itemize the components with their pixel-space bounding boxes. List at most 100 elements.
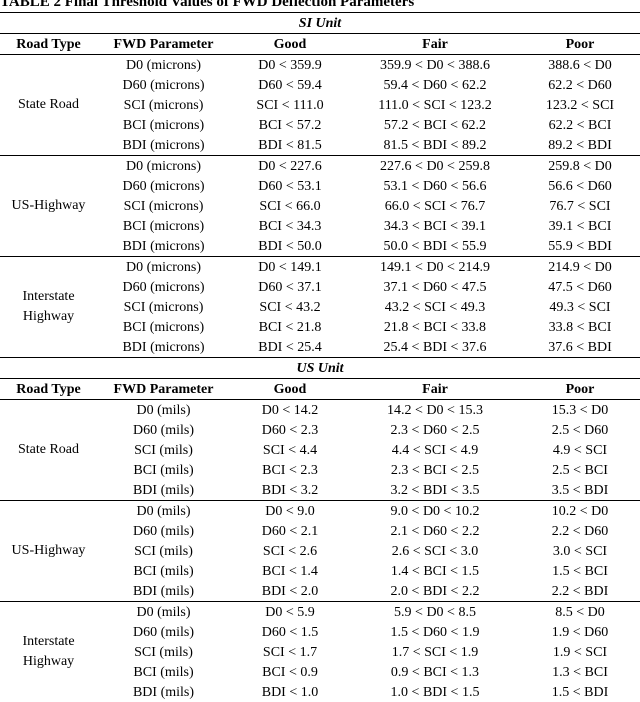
threshold-cell: 3.5 < BDI: [520, 480, 640, 501]
threshold-cell: D0 < 14.2: [230, 400, 350, 421]
threshold-cell: D0 < 5.9: [230, 602, 350, 623]
fwd-parameter: SCI (mils): [97, 541, 230, 561]
threshold-cell: 10.2 < D0: [520, 501, 640, 522]
road-type: State Road: [0, 55, 97, 156]
threshold-cell: D60 < 2.1: [230, 521, 350, 541]
threshold-cell: 15.3 < D0: [520, 400, 640, 421]
fwd-parameter: D0 (mils): [97, 602, 230, 623]
column-header: Fair: [350, 34, 520, 55]
threshold-cell: 43.2 < SCI < 49.3: [350, 297, 520, 317]
threshold-cell: 59.4 < D60 < 62.2: [350, 75, 520, 95]
road-type: Interstate Highway: [0, 257, 97, 358]
threshold-cell: D60 < 1.5: [230, 622, 350, 642]
threshold-cell: 3.0 < SCI: [520, 541, 640, 561]
column-header: Poor: [520, 34, 640, 55]
threshold-cell: 14.2 < D0 < 15.3: [350, 400, 520, 421]
threshold-cell: 49.3 < SCI: [520, 297, 640, 317]
threshold-cell: BCI < 0.9: [230, 662, 350, 682]
fwd-parameter: SCI (microns): [97, 297, 230, 317]
road-type: Interstate Highway: [0, 602, 97, 702]
table-title: TABLE 2 Final Threshold Values of FWD De…: [0, 0, 414, 11]
threshold-cell: 0.9 < BCI < 1.3: [350, 662, 520, 682]
threshold-cell: 5.9 < D0 < 8.5: [350, 602, 520, 623]
threshold-cell: 3.2 < BDI < 3.5: [350, 480, 520, 501]
threshold-cell: 1.7 < SCI < 1.9: [350, 642, 520, 662]
road-type: US-Highway: [0, 156, 97, 257]
threshold-cell: BDI < 2.0: [230, 581, 350, 602]
fwd-parameter: BDI (mils): [97, 480, 230, 501]
threshold-cell: 259.8 < D0: [520, 156, 640, 177]
road-type: US-Highway: [0, 501, 97, 602]
threshold-cell: 1.9 < SCI: [520, 642, 640, 662]
threshold-cell: 2.0 < BDI < 2.2: [350, 581, 520, 602]
fwd-parameter: BCI (microns): [97, 216, 230, 236]
threshold-cell: 57.2 < BCI < 62.2: [350, 115, 520, 135]
fwd-parameter: BCI (mils): [97, 561, 230, 581]
threshold-cell: BDI < 1.0: [230, 682, 350, 702]
fwd-parameter: D0 (microns): [97, 55, 230, 76]
threshold-cell: 1.5 < D60 < 1.9: [350, 622, 520, 642]
threshold-cell: 1.5 < BCI: [520, 561, 640, 581]
threshold-cell: 359.9 < D0 < 388.6: [350, 55, 520, 76]
fwd-parameter: BCI (mils): [97, 460, 230, 480]
threshold-cell: SCI < 111.0: [230, 95, 350, 115]
threshold-cell: D0 < 149.1: [230, 257, 350, 278]
threshold-cell: D0 < 359.9: [230, 55, 350, 76]
fwd-parameter: BDI (mils): [97, 581, 230, 602]
threshold-cell: 2.5 < BCI: [520, 460, 640, 480]
threshold-cell: 34.3 < BCI < 39.1: [350, 216, 520, 236]
threshold-cell: 66.0 < SCI < 76.7: [350, 196, 520, 216]
threshold-cell: 39.1 < BCI: [520, 216, 640, 236]
threshold-cell: 2.5 < D60: [520, 420, 640, 440]
threshold-cell: SCI < 43.2: [230, 297, 350, 317]
threshold-cell: 1.5 < BDI: [520, 682, 640, 702]
column-header: FWD Parameter: [97, 34, 230, 55]
fwd-parameter: D60 (mils): [97, 420, 230, 440]
threshold-cell: BDI < 25.4: [230, 337, 350, 358]
threshold-cell: 53.1 < D60 < 56.6: [350, 176, 520, 196]
fwd-parameter: D0 (mils): [97, 400, 230, 421]
threshold-cell: 55.9 < BDI: [520, 236, 640, 257]
threshold-cell: 227.6 < D0 < 259.8: [350, 156, 520, 177]
fwd-parameter: BDI (mils): [97, 682, 230, 702]
fwd-parameter: D60 (mils): [97, 521, 230, 541]
threshold-cell: BCI < 57.2: [230, 115, 350, 135]
threshold-cell: 2.2 < BDI: [520, 581, 640, 602]
threshold-cell: BDI < 3.2: [230, 480, 350, 501]
threshold-cell: BDI < 81.5: [230, 135, 350, 156]
threshold-cell: 2.6 < SCI < 3.0: [350, 541, 520, 561]
road-type: State Road: [0, 400, 97, 501]
column-header: Good: [230, 379, 350, 400]
threshold-cell: 47.5 < D60: [520, 277, 640, 297]
threshold-cell: 1.9 < D60: [520, 622, 640, 642]
threshold-cell: 21.8 < BCI < 33.8: [350, 317, 520, 337]
unit-row: SI Unit: [0, 13, 640, 34]
threshold-cell: BCI < 21.8: [230, 317, 350, 337]
fwd-parameter: SCI (mils): [97, 642, 230, 662]
threshold-cell: 89.2 < BDI: [520, 135, 640, 156]
threshold-cell: 56.6 < D60: [520, 176, 640, 196]
fwd-parameter: BDI (microns): [97, 337, 230, 358]
threshold-cell: BCI < 1.4: [230, 561, 350, 581]
fwd-parameter: BDI (microns): [97, 236, 230, 257]
threshold-cell: 62.2 < BCI: [520, 115, 640, 135]
column-header: Fair: [350, 379, 520, 400]
column-header: Good: [230, 34, 350, 55]
fwd-parameter: SCI (mils): [97, 440, 230, 460]
threshold-cell: 81.5 < BDI < 89.2: [350, 135, 520, 156]
threshold-cell: 4.9 < SCI: [520, 440, 640, 460]
threshold-cell: 8.5 < D0: [520, 602, 640, 623]
threshold-cell: 1.0 < BDI < 1.5: [350, 682, 520, 702]
threshold-cell: 2.1 < D60 < 2.2: [350, 521, 520, 541]
fwd-parameter: D0 (microns): [97, 257, 230, 278]
fwd-parameter: SCI (microns): [97, 196, 230, 216]
unit-label: US Unit: [0, 358, 640, 379]
threshold-cell: 9.0 < D0 < 10.2: [350, 501, 520, 522]
threshold-cell: BCI < 34.3: [230, 216, 350, 236]
threshold-cell: D0 < 9.0: [230, 501, 350, 522]
unit-row: US Unit: [0, 358, 640, 379]
